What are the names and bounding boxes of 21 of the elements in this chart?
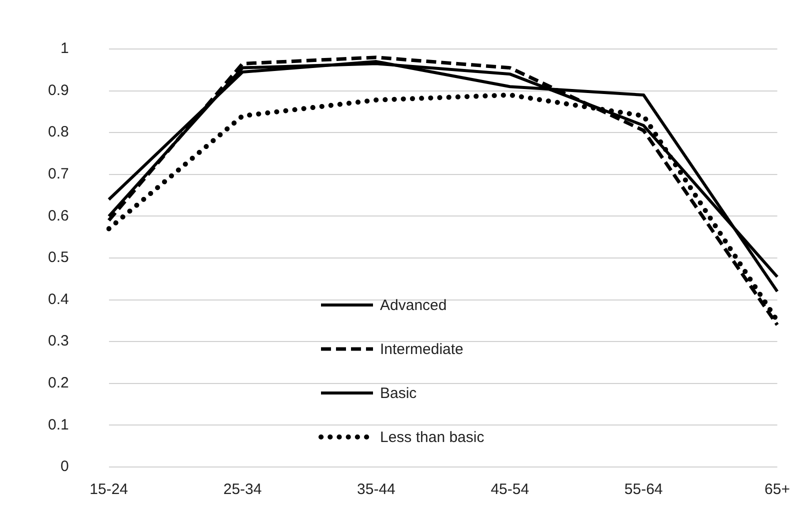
y-tick-label: 0.6 <box>48 207 69 224</box>
x-tick-label: 55-64 <box>624 481 663 498</box>
y-tick-label: 0.3 <box>48 332 69 350</box>
y-tick-label: 0.8 <box>48 124 69 141</box>
x-tick-label: 45-54 <box>490 481 530 498</box>
x-tick-label: 35-44 <box>357 481 396 498</box>
x-tick-label: 25-34 <box>223 481 262 498</box>
y-tick-label: 0 <box>60 458 69 476</box>
y-tick-label: 0.1 <box>48 416 69 434</box>
y-tick-label: 0.7 <box>48 166 69 183</box>
y-tick-label: 0.9 <box>48 82 69 99</box>
x-tick-label: 65+ <box>764 481 790 498</box>
y-tick-label: 0.4 <box>48 290 69 308</box>
legend-label: Advanced <box>380 296 447 314</box>
x-tick-label: 15-24 <box>90 481 128 498</box>
legend-label: Intermediate <box>380 340 464 358</box>
legend-label: Less than basic <box>380 428 484 446</box>
y-tick-label: 0.5 <box>48 249 69 266</box>
legend-label: Basic <box>380 384 417 402</box>
y-tick-label: 1 <box>60 40 69 58</box>
y-tick-label: 0.2 <box>48 374 69 392</box>
